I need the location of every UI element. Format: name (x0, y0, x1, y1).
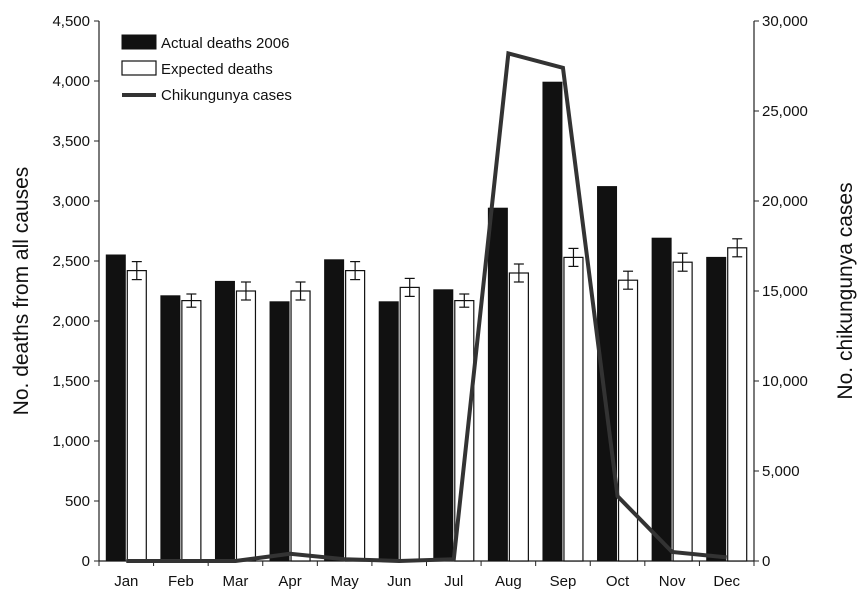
bars (105, 81, 748, 562)
bar-actual-deaths (706, 256, 727, 562)
bar-actual-deaths (324, 259, 345, 562)
bar-actual-deaths (597, 186, 618, 562)
legend-swatch-expected (121, 60, 157, 76)
y2-tick-label: 25,000 (762, 103, 808, 120)
x-tick-label: Jul (444, 573, 463, 590)
bar-actual-deaths (214, 280, 235, 562)
bar-expected-deaths (181, 300, 202, 562)
x-tick-label: Nov (659, 573, 686, 590)
y-tick-label: 3,500 (52, 133, 90, 150)
bar-actual-deaths (651, 237, 672, 562)
line-chikungunya-cases (126, 50, 727, 564)
bar-expected-deaths (290, 290, 311, 562)
bar-expected-deaths (672, 261, 693, 562)
legend-label-line: Chikungunya cases (161, 87, 292, 104)
y-tick-label: 2,000 (52, 313, 90, 330)
x-tick-label: Jan (114, 573, 138, 590)
bar-actual-deaths (542, 81, 563, 562)
y2-tick-label: 0 (762, 553, 770, 570)
y-tick-label: 4,000 (52, 73, 90, 90)
x-tick-label: Jun (387, 573, 411, 590)
legend: Actual deaths 2006 Expected deaths Chiku… (121, 34, 292, 104)
y-tick-label: 0 (82, 553, 90, 570)
bar-expected-deaths (345, 270, 366, 562)
x-tick-label: Mar (223, 573, 249, 590)
y-tick-label: 4,500 (52, 13, 90, 30)
y2-tick-label: 5,000 (762, 463, 800, 480)
x-tick-label: Feb (168, 573, 194, 590)
y2-tick-label: 15,000 (762, 283, 808, 300)
y-axis-title: No. deaths from all causes (10, 167, 33, 416)
y2-tick-label: 30,000 (762, 13, 808, 30)
bar-actual-deaths (378, 301, 399, 562)
x-tick-label: Oct (606, 573, 630, 590)
x-tick-label: Apr (278, 573, 301, 590)
bar-actual-deaths (105, 254, 126, 562)
x-tick-label: Dec (713, 573, 740, 590)
tick-labels: 0 500 1,000 1,500 2,000 2,500 3,000 3,500 4,000 4… (52, 13, 807, 590)
error-bars (131, 238, 743, 308)
legend-label-actual: Actual deaths 2006 (161, 35, 289, 52)
bar-expected-deaths (126, 270, 147, 562)
line-series (126, 50, 727, 564)
y-tick-label: 500 (65, 493, 90, 510)
bar-expected-deaths (508, 272, 529, 562)
bar-actual-deaths (433, 289, 454, 562)
y2-axis-title: No. chikungunya cases (834, 182, 857, 399)
y-tick-label: 3,000 (52, 193, 90, 210)
bar-actual-deaths (160, 295, 181, 562)
y-tick-label: 1,000 (52, 433, 90, 450)
y-tick-label: 1,500 (52, 373, 90, 390)
y2-tick-label: 10,000 (762, 373, 808, 390)
legend-swatch-actual (121, 34, 157, 50)
bar-expected-deaths (235, 290, 257, 562)
legend-label-expected: Expected deaths (161, 61, 273, 78)
y2-tick-label: 20,000 (762, 193, 808, 210)
bar-expected-deaths (399, 286, 420, 562)
bar-actual-deaths (269, 301, 290, 562)
x-tick-label: Sep (550, 573, 577, 590)
bar-expected-deaths (563, 256, 584, 562)
bar-expected-deaths (727, 247, 748, 562)
x-tick-label: Aug (495, 573, 522, 590)
bar-expected-deaths (617, 279, 639, 562)
bar-actual-deaths (487, 207, 508, 562)
x-tick-label: May (330, 573, 359, 590)
y-tick-label: 2,500 (52, 253, 90, 270)
